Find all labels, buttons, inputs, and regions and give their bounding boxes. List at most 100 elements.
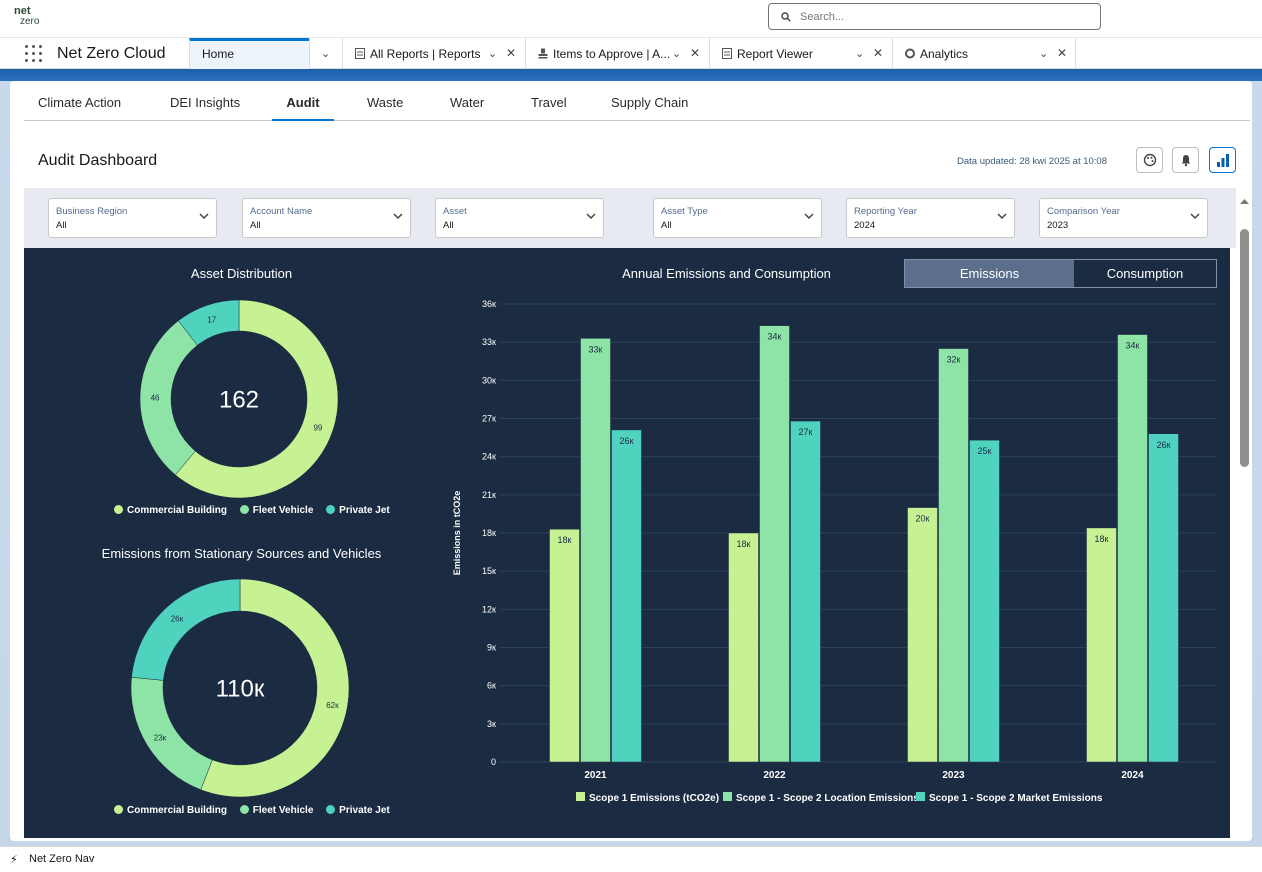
scroll-up-icon[interactable]	[1239, 196, 1250, 206]
asset-distribution-donut: 99 46 17 162	[139, 299, 339, 499]
filter-label: Reporting Year	[854, 206, 917, 217]
analytics-icon	[905, 48, 915, 59]
bar-data-label: 33к	[589, 344, 603, 354]
scrollbar-thumb[interactable]	[1240, 229, 1249, 467]
net-zero-nav-button[interactable]: Net Zero Nav	[29, 853, 95, 865]
chart-view-button[interactable]	[1209, 147, 1236, 173]
subscribe-button[interactable]	[1172, 147, 1199, 173]
bar-data-label: 34к	[768, 332, 782, 342]
tab-supply-chain[interactable]: Supply Chain	[611, 95, 689, 110]
y-tick-label: 9к	[487, 643, 496, 653]
filter-value: 2023	[1047, 220, 1069, 231]
bar-2022-series-3[interactable]	[790, 420, 821, 763]
bar-2021-series-1[interactable]	[549, 528, 580, 763]
legend-private-jet[interactable]: Private Jet	[326, 505, 390, 516]
legend-swatch[interactable]	[576, 792, 585, 801]
theme-button[interactable]	[1136, 147, 1163, 173]
global-search[interactable]	[768, 3, 1101, 30]
chevron-down-icon[interactable]: ⌄	[855, 48, 865, 60]
tab-home[interactable]: Home	[189, 38, 309, 69]
legend-commercial-building[interactable]: Commercial Building	[114, 805, 227, 816]
legend-fleet-vehicle[interactable]: Fleet Vehicle	[239, 805, 313, 816]
annual-emissions-bar-chart: 0 3к 6к 9к 12к 15к 18к 21к 24к 27к 30к 33к 36к Emissi…	[452, 299, 1216, 804]
chevron-down-icon[interactable]: ⌄	[672, 48, 682, 60]
chevron-down-icon	[1190, 213, 1200, 220]
chevron-down-icon[interactable]: ⌄	[488, 48, 498, 60]
tab-report-viewer[interactable]: Report Viewer ⌄ ✕	[709, 38, 892, 69]
close-icon[interactable]: ✕	[1057, 46, 1068, 60]
net-zero-logo[interactable]: net zero	[14, 6, 48, 32]
tab-all-reports[interactable]: All Reports | Reports ⌄ ✕	[342, 38, 525, 69]
legend-swatch[interactable]	[723, 792, 732, 801]
emissions-consumption-toggle: Emissions Consumption	[904, 259, 1217, 288]
bar-data-label: 34к	[1126, 341, 1140, 351]
bar-2022-series-1[interactable]	[728, 532, 759, 763]
logo-line-1: net	[14, 5, 31, 17]
filter-business-region[interactable]: Business Region All	[48, 198, 217, 238]
y-tick-label: 15к	[482, 566, 496, 576]
bar-data-label: 18к	[737, 539, 751, 549]
legend-swatch[interactable]	[916, 792, 925, 801]
chevron-down-icon	[199, 213, 209, 220]
tab-dei-insights[interactable]: DEI Insights	[170, 95, 241, 110]
filter-asset-type[interactable]: Asset Type All	[653, 198, 822, 238]
bar-2021-series-2[interactable]	[580, 338, 611, 763]
chevron-down-icon[interactable]: ⌄	[1039, 48, 1049, 60]
bar-2023-series-3[interactable]	[969, 439, 1000, 763]
tab-water[interactable]: Water	[450, 95, 485, 110]
legend-label[interactable]: Scope 1 - Scope 2 Market Emissions	[929, 793, 1103, 804]
tab-climate-action[interactable]: Climate Action	[38, 95, 122, 110]
legend-label[interactable]: Scope 1 Emissions (tCO2e)	[589, 793, 719, 804]
emissions-toggle-button[interactable]: Emissions	[905, 260, 1074, 287]
chevron-down-icon[interactable]: ⌄	[321, 48, 331, 60]
tab-travel[interactable]: Travel	[531, 95, 567, 110]
bar-data-label: 26к	[620, 436, 634, 446]
bar-2023-series-2[interactable]	[938, 348, 969, 763]
close-icon[interactable]: ✕	[873, 46, 884, 60]
filter-value: All	[56, 220, 67, 231]
search-input[interactable]	[800, 8, 1090, 26]
bar-2024-series-2[interactable]	[1117, 334, 1148, 763]
bar-data-label: 18к	[558, 535, 572, 545]
bar-2024-series-3[interactable]	[1148, 433, 1179, 763]
legend-label[interactable]: Scope 1 - Scope 2 Location Emissions	[736, 793, 919, 804]
legend-label: Private Jet	[339, 805, 390, 816]
tab-waste[interactable]: Waste	[367, 95, 404, 110]
donut-center-total: 162	[219, 386, 259, 413]
x-tick-label: 2022	[763, 770, 786, 781]
tab-items-to-approve[interactable]: Items to Approve | A... ⌄ ✕	[525, 38, 709, 69]
donut-slice-fleet-vehicle[interactable]	[139, 320, 198, 476]
legend-fleet-vehicle[interactable]: Fleet Vehicle	[239, 505, 313, 516]
close-icon[interactable]: ✕	[690, 46, 701, 60]
y-tick-label: 0	[491, 757, 496, 767]
vertical-scrollbar[interactable]	[1239, 196, 1250, 836]
y-tick-label: 30к	[482, 375, 496, 385]
legend-commercial-building[interactable]: Commercial Building	[114, 505, 227, 516]
filter-comparison-year[interactable]: Comparison Year 2023	[1039, 198, 1208, 238]
tab-audit[interactable]: Audit	[272, 95, 334, 121]
tab-home-menu[interactable]: ⌄	[309, 38, 342, 69]
app-launcher-icon[interactable]	[25, 45, 42, 62]
close-icon[interactable]: ✕	[506, 46, 517, 60]
bar-2023-series-1[interactable]	[907, 507, 938, 763]
filter-asset[interactable]: Asset All	[435, 198, 604, 238]
bar-2024-series-1[interactable]	[1086, 527, 1117, 763]
donut-slice-commercial-building[interactable]	[200, 578, 350, 798]
donut-slice-fleet-vehicle[interactable]	[130, 676, 213, 791]
approval-icon	[538, 48, 548, 59]
tab-analytics[interactable]: Analytics ⌄ ✕	[892, 38, 1076, 69]
dashboard-title: Audit Dashboard	[38, 152, 158, 169]
donut-slice-commercial-building[interactable]	[175, 299, 339, 499]
y-tick-label: 24к	[482, 452, 496, 462]
bar-data-label: 26к	[1157, 440, 1171, 450]
legend-private-jet[interactable]: Private Jet	[326, 805, 390, 816]
bar-2021-series-3[interactable]	[611, 429, 642, 763]
donut-slice-private-jet[interactable]	[178, 299, 240, 346]
filter-account-name[interactable]: Account Name All	[242, 198, 411, 238]
donut-slice-private-jet[interactable]	[131, 578, 241, 681]
bell-icon	[1181, 155, 1191, 167]
consumption-toggle-button[interactable]: Consumption	[1106, 266, 1184, 281]
data-updated-timestamp: Data updated: 28 kwi 2025 at 10:08	[957, 156, 1108, 167]
bar-2022-series-2[interactable]	[759, 325, 790, 763]
filter-reporting-year[interactable]: Reporting Year 2024	[846, 198, 1015, 238]
